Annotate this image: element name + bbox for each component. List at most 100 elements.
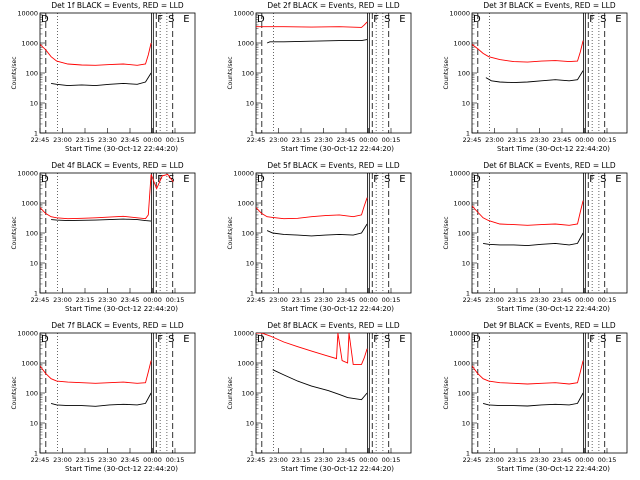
y-tick-label: 10000 (17, 169, 38, 177)
panel-title: Det 6f BLACK = Events, RED = LLD (483, 161, 616, 170)
x-tick-label: 00:15 (598, 136, 617, 144)
y-axis-label: Counts/sec (227, 56, 234, 89)
x-tick-label: 22:45 (463, 456, 482, 464)
detector-panel-9: Det 9f BLACK = Events, RED = LLD 1 10 100 10… (443, 321, 628, 473)
x-tick-label: 23:15 (508, 296, 527, 304)
y-tick-label: 100 (458, 229, 470, 237)
y-tick-label: 1000 (453, 39, 470, 47)
y-tick-label: 1000 (237, 39, 254, 47)
y-tick-label: 1000 (21, 39, 38, 47)
x-tick-label: 23:30 (98, 296, 117, 304)
series-line-events (485, 70, 584, 84)
x-tick-label: 23:00 (269, 296, 288, 304)
series-line-lld (40, 173, 174, 220)
series-line-lld (472, 200, 584, 226)
x-tick-label: 23:30 (98, 456, 117, 464)
y-tick-label: 10 (246, 259, 254, 267)
y-axis-label: Counts/sec (443, 376, 450, 409)
x-tick-label: 00:00 (143, 296, 162, 304)
series-line-events (51, 72, 152, 87)
x-axis-label: Start Time (30-Oct-12 22:44:20) (497, 145, 610, 153)
marker-label-e: E (399, 334, 405, 345)
y-axis-label: Counts/sec (443, 56, 450, 89)
y-axis-label: Counts/sec (11, 216, 18, 249)
marker-label-d: D (41, 14, 49, 25)
series-line-events (266, 223, 368, 237)
x-axis-label: Start Time (30-Oct-12 22:44:20) (65, 145, 178, 153)
x-tick-label: 23:00 (53, 456, 72, 464)
marker-label-s: S (168, 334, 174, 345)
y-tick-label: 100 (26, 389, 38, 397)
y-tick-label: 1 (34, 289, 38, 297)
y-tick-label: 100 (458, 69, 470, 77)
x-tick-label: 00:15 (382, 456, 401, 464)
x-tick-label: 23:30 (314, 456, 333, 464)
panel-title: Det 3f BLACK = Events, RED = LLD (483, 1, 616, 10)
panel-frame (39, 12, 196, 134)
x-tick-label: 22:45 (247, 456, 266, 464)
x-tick-label: 23:15 (292, 136, 311, 144)
panel-title: Det 2f BLACK = Events, RED = LLD (267, 1, 400, 10)
y-axis-label: Counts/sec (227, 216, 234, 249)
panel-title: Det 7f BLACK = Events, RED = LLD (51, 321, 184, 330)
x-tick-label: 23:30 (314, 296, 333, 304)
y-tick-label: 10 (30, 419, 38, 427)
marker-label-e: E (183, 14, 189, 25)
x-tick-label: 22:45 (31, 296, 50, 304)
y-axis-label: Counts/sec (227, 376, 234, 409)
x-tick-label: 23:00 (485, 456, 504, 464)
x-tick-label: 00:00 (143, 456, 162, 464)
y-tick-label: 1 (466, 449, 470, 457)
x-tick-label: 23:45 (337, 136, 356, 144)
x-tick-label: 23:45 (553, 296, 572, 304)
detector-panel-1: Det 1f BLACK = Events, RED = LLD 1 10 100 10… (11, 1, 196, 153)
marker-label-s: S (168, 14, 174, 25)
series-line-lld (472, 40, 584, 63)
x-tick-label: 22:45 (463, 296, 482, 304)
x-tick-label: 23:45 (337, 296, 356, 304)
y-tick-label: 10 (246, 419, 254, 427)
x-tick-label: 00:15 (166, 456, 185, 464)
series-line-lld (472, 360, 584, 385)
marker-label-s: S (384, 334, 390, 345)
marker-label-e: E (183, 174, 189, 185)
x-tick-label: 22:45 (463, 136, 482, 144)
y-tick-label: 10 (246, 99, 254, 107)
panel-frame (39, 332, 196, 454)
y-tick-label: 1000 (453, 359, 470, 367)
y-tick-label: 100 (242, 69, 254, 77)
panel-title: Det 8f BLACK = Events, RED = LLD (267, 321, 400, 330)
marker-label-d: D (473, 174, 481, 185)
y-tick-label: 10000 (449, 169, 470, 177)
y-axis-label: Counts/sec (443, 216, 450, 249)
y-tick-label: 10 (462, 259, 470, 267)
marker-label-d: D (41, 334, 49, 345)
x-tick-label: 23:45 (121, 296, 140, 304)
marker-label-d: D (473, 14, 481, 25)
marker-label-d: D (257, 334, 265, 345)
y-tick-label: 10000 (449, 9, 470, 17)
x-tick-label: 23:15 (76, 136, 95, 144)
x-tick-label: 22:45 (247, 136, 266, 144)
x-tick-label: 23:30 (530, 456, 549, 464)
x-tick-label: 23:15 (76, 296, 95, 304)
marker-label-e: E (399, 14, 405, 25)
y-tick-label: 100 (458, 389, 470, 397)
panel-frame (255, 172, 412, 294)
x-tick-label: 00:15 (598, 456, 617, 464)
x-tick-label: 23:15 (508, 136, 527, 144)
y-tick-label: 10000 (17, 329, 38, 337)
panel-title: Det 1f BLACK = Events, RED = LLD (51, 1, 184, 10)
x-tick-label: 00:15 (166, 136, 185, 144)
x-tick-label: 22:45 (31, 136, 50, 144)
y-tick-label: 1 (466, 129, 470, 137)
y-tick-label: 1 (34, 449, 38, 457)
x-tick-label: 00:00 (143, 136, 162, 144)
x-tick-label: 23:45 (121, 136, 140, 144)
y-tick-label: 1000 (21, 359, 38, 367)
series-line-lld (40, 42, 152, 66)
y-tick-label: 10000 (17, 9, 38, 17)
series-line-events (50, 392, 152, 407)
y-tick-label: 10 (30, 99, 38, 107)
detector-panel-8: Det 8f BLACK = Events, RED = LLD 1 10 100 10… (227, 321, 412, 473)
